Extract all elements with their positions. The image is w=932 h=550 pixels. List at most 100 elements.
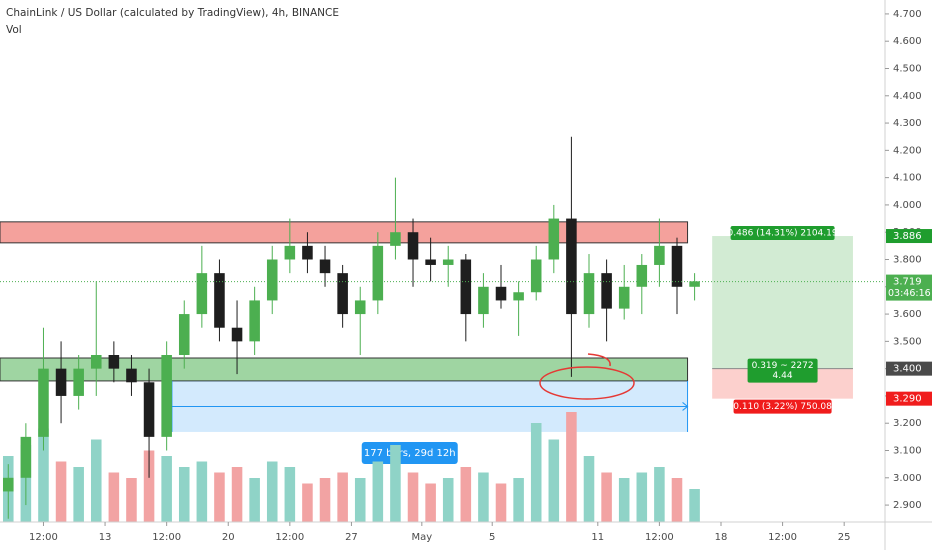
volume-bar [618, 478, 630, 522]
y-tick-label: 4.600 [893, 36, 922, 47]
volume-bar [425, 483, 436, 522]
x-tick-label: 11 [591, 532, 604, 543]
y-tick-label: 4.500 [893, 63, 922, 74]
profit-zone [712, 236, 853, 369]
target-text: 0.486 (14.31%) 2104.19 [728, 229, 838, 239]
candle-body [73, 368, 84, 396]
plot-area: 177 bars, 29d 12h 0.486 (14.31%) 2104.19 0… [0, 136, 885, 522]
y-tick-label: 4.400 [893, 91, 922, 102]
y-tick-label: 4.100 [893, 173, 922, 184]
x-tick-label: 12:00 [768, 532, 797, 543]
volume-bar [671, 478, 683, 522]
volume-bar [478, 472, 489, 522]
y-tick-label: 4.700 [893, 9, 922, 20]
volume-bar [55, 461, 67, 522]
volume-bar [354, 478, 366, 522]
stop-price-label: 3.290 [893, 394, 922, 405]
x-tick-label: 27 [345, 532, 358, 543]
candle-body [337, 273, 348, 315]
entry-text: 0.319 ~ 2272 [752, 361, 814, 371]
candle-body [372, 245, 384, 301]
candle-body [249, 300, 260, 342]
candle-body [319, 259, 331, 274]
entry-price-label: 3.400 [893, 364, 922, 375]
volume-bar [73, 467, 84, 522]
x-tick-label: 12:00 [29, 532, 58, 543]
target-box [730, 226, 835, 241]
y-tick-label: 3.600 [893, 309, 922, 320]
entry-price-label-box [886, 361, 932, 376]
candle-body [38, 368, 49, 437]
candle-body [302, 245, 313, 260]
candle-body [55, 368, 67, 396]
zone [0, 221, 689, 244]
entry-box [747, 358, 818, 383]
volume-bar [178, 467, 190, 522]
volume-bar [513, 478, 524, 522]
candle-body [636, 264, 648, 287]
candle-body [231, 327, 243, 342]
candle-body [513, 292, 524, 301]
candle-body [266, 259, 278, 301]
candle-body [178, 314, 190, 356]
volume-bar [337, 472, 348, 522]
candle-body [20, 436, 32, 478]
current-price-label-countdown: 03:46:16 [888, 288, 931, 299]
candle-body [583, 273, 595, 315]
volume-bar [266, 461, 278, 522]
volume-bar [548, 439, 560, 522]
x-tick-label: May [411, 532, 432, 543]
volume-bar [249, 478, 260, 522]
volume-bar [231, 467, 243, 522]
x-tick-label: 12:00 [275, 532, 304, 543]
x-tick-label: 25 [838, 532, 851, 543]
volume-bar [530, 423, 542, 522]
candle-body [425, 259, 436, 265]
candle-body [689, 281, 700, 287]
x-tick-label: 12:00 [152, 532, 181, 543]
ratio-text: 4.44 [773, 371, 793, 381]
volume-bar [442, 478, 454, 522]
y-tick-label: 3.800 [893, 254, 922, 265]
volume-bar [566, 412, 577, 522]
volume-label: Vol [6, 24, 22, 36]
candle-body [530, 259, 542, 293]
volume-bar [407, 472, 419, 522]
volume-bar [90, 439, 102, 522]
volume-bar [460, 467, 472, 522]
x-tick-label: 18 [715, 532, 728, 543]
y-tick-label: 3.100 [893, 446, 922, 457]
volume-bar [126, 478, 137, 522]
y-tick-label: 3.200 [893, 418, 922, 429]
candle-body [566, 218, 577, 315]
candle-body [108, 355, 120, 369]
candle-body [143, 382, 155, 437]
candle-body [495, 286, 507, 301]
y-tick-label: 2.900 [893, 500, 922, 511]
volume-bar [601, 472, 612, 522]
candle-body [196, 273, 208, 315]
volume-bar [302, 483, 313, 522]
volume-bar [38, 428, 49, 522]
x-tick-label: 20 [222, 532, 235, 543]
candle-body [214, 273, 225, 328]
volume-bar [196, 461, 208, 522]
volume-bar [689, 489, 700, 522]
annotation-stroke [587, 353, 611, 367]
candle-body [618, 286, 630, 309]
candle-body [354, 300, 366, 315]
volume-bar [372, 461, 384, 522]
annotation-circle [539, 366, 635, 400]
volume-bar [161, 456, 172, 522]
candle-body [654, 245, 665, 265]
candle-body [390, 232, 401, 246]
stop-text: 0.110 (3.22%) 750.08 [733, 402, 832, 412]
current-price-label-box [886, 274, 932, 301]
zone [0, 357, 689, 382]
date-range-label-box [361, 441, 458, 464]
candle-body [2, 477, 14, 492]
candle-body [548, 218, 560, 260]
volume-bar [495, 483, 507, 522]
volume-bar [319, 478, 331, 522]
candle-body [407, 232, 419, 260]
